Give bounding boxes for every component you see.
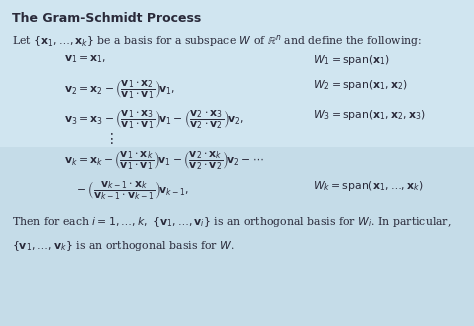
Text: $W_1 = \mathrm{span}(\mathbf{x}_1)$: $W_1 = \mathrm{span}(\mathbf{x}_1)$ <box>313 53 390 67</box>
FancyBboxPatch shape <box>0 0 474 147</box>
Text: $\mathbf{v}_k = \mathbf{x}_k - \left(\dfrac{\mathbf{v}_1 \cdot \mathbf{x}_k}{\ma: $\mathbf{v}_k = \mathbf{x}_k - \left(\df… <box>64 149 264 172</box>
Text: Then for each $i = 1, \ldots, k,$ $\{\mathbf{v}_1, \ldots, \mathbf{v}_i\}$ is an: Then for each $i = 1, \ldots, k,$ $\{\ma… <box>12 215 451 229</box>
Text: $W_3 = \mathrm{span}(\mathbf{x}_1, \mathbf{x}_2, \mathbf{x}_3)$: $W_3 = \mathrm{span}(\mathbf{x}_1, \math… <box>313 108 426 122</box>
Text: $\mathbf{v}_1 = \mathbf{x}_1,$: $\mathbf{v}_1 = \mathbf{x}_1,$ <box>64 53 106 65</box>
Text: $\mathbf{v}_2 = \mathbf{x}_2 - \left(\dfrac{\mathbf{v}_1 \cdot \mathbf{x}_2}{\ma: $\mathbf{v}_2 = \mathbf{x}_2 - \left(\df… <box>64 78 175 101</box>
Text: The Gram-Schmidt Process: The Gram-Schmidt Process <box>12 12 201 25</box>
Text: $\{\mathbf{v}_1, \ldots, \mathbf{v}_k\}$ is an orthogonal basis for $W$.: $\{\mathbf{v}_1, \ldots, \mathbf{v}_k\}$… <box>12 239 234 253</box>
Text: $\quad - \left(\dfrac{\mathbf{v}_{k-1} \cdot \mathbf{x}_k}{\mathbf{v}_{k-1} \cdo: $\quad - \left(\dfrac{\mathbf{v}_{k-1} \… <box>64 179 189 202</box>
Text: $\mathbf{v}_3 = \mathbf{x}_3 - \left(\dfrac{\mathbf{v}_1 \cdot \mathbf{x}_3}{\ma: $\mathbf{v}_3 = \mathbf{x}_3 - \left(\df… <box>64 108 244 131</box>
Text: $W_k = \mathrm{span}(\mathbf{x}_1,\ldots, \mathbf{x}_k)$: $W_k = \mathrm{span}(\mathbf{x}_1,\ldots… <box>313 179 423 193</box>
Text: Let $\{\mathbf{x}_1,\ldots,\mathbf{x}_k\}$ be a basis for a subspace $W$ of $\ma: Let $\{\mathbf{x}_1,\ldots,\mathbf{x}_k\… <box>12 33 422 49</box>
Text: $\vdots$: $\vdots$ <box>104 131 114 146</box>
Text: $W_2 = \mathrm{span}(\mathbf{x}_1, \mathbf{x}_2)$: $W_2 = \mathrm{span}(\mathbf{x}_1, \math… <box>313 78 408 92</box>
